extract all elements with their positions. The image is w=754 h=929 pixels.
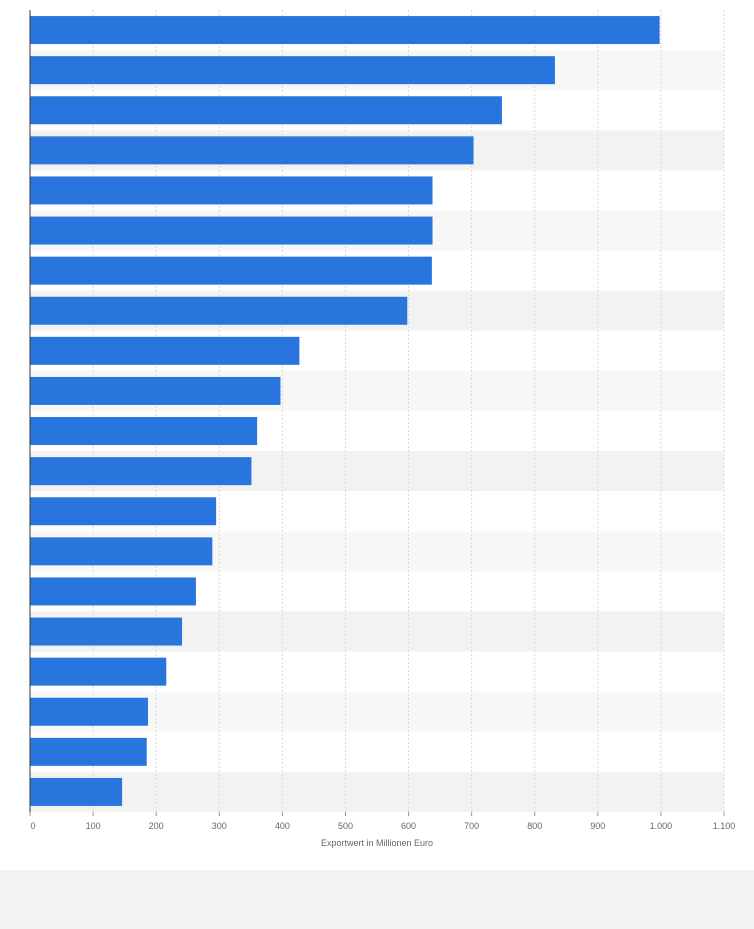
x-tick-label: 100 [86, 821, 101, 831]
bar [30, 176, 433, 205]
bar [30, 657, 167, 686]
x-tick-label: 900 [590, 821, 605, 831]
bar [30, 96, 502, 125]
bar [30, 737, 147, 766]
bar [30, 457, 252, 486]
bar [30, 777, 123, 806]
bar [30, 577, 196, 606]
bar [30, 216, 433, 245]
x-tick-label: 600 [401, 821, 416, 831]
bar [30, 296, 408, 325]
x-tick-label: 1.000 [650, 821, 673, 831]
row-background [30, 771, 724, 812]
bar [30, 256, 432, 285]
bar [30, 336, 300, 365]
bar [30, 376, 281, 405]
bar [30, 697, 148, 726]
x-tick-label: 300 [212, 821, 227, 831]
x-tick-label: 400 [275, 821, 290, 831]
bar [30, 537, 213, 566]
bar [30, 136, 474, 165]
bar [30, 417, 258, 446]
x-tick-label: 0 [30, 821, 35, 831]
bar-chart: 0 100 200 300 400 500 600 700 800 900 1.000 1.100 [29, 10, 736, 831]
bar [30, 497, 217, 526]
chart-area: 0 100 200 300 400 500 600 700 800 900 1.000 1.100 E… [0, 0, 754, 870]
bar [30, 617, 183, 646]
x-tick-label: 700 [464, 821, 479, 831]
x-tick-label: 800 [527, 821, 542, 831]
bar [30, 56, 555, 85]
x-axis-title: Exportwert in Millionen Euro [320, 838, 434, 848]
x-tick-label: 200 [149, 821, 164, 831]
x-tick-label: 1.100 [713, 821, 736, 831]
bar [30, 16, 660, 45]
x-tick-label: 500 [338, 821, 353, 831]
